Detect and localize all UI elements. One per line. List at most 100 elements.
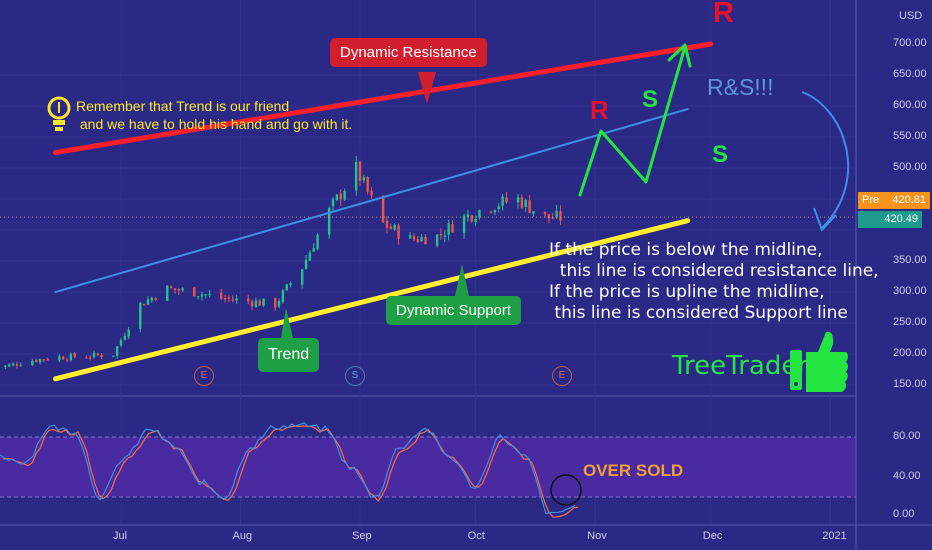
trend-callout: Trend — [258, 338, 320, 372]
candle-body — [354, 161, 358, 191]
trend-label: Trend — [268, 346, 310, 363]
candle-body — [258, 300, 261, 306]
candle-body — [88, 357, 92, 359]
candle-body — [196, 296, 200, 298]
thumb-cuff — [790, 350, 802, 390]
price-tick-label: 550.00 — [893, 130, 927, 142]
candle-body — [358, 161, 362, 181]
price-tick-label: 200.00 — [893, 347, 927, 359]
lightbulb-glass — [47, 96, 71, 120]
support-s-label: S — [712, 141, 729, 168]
projection-arrow — [578, 48, 686, 197]
candle-body — [250, 301, 254, 307]
candle-body — [100, 355, 103, 358]
candle-body — [58, 356, 61, 361]
earnings-event-1[interactable]: E — [194, 366, 214, 386]
candle-body — [478, 210, 481, 218]
candle-body — [331, 199, 335, 207]
candle-body — [312, 248, 315, 252]
brand-name: TreeTrader — [672, 351, 809, 381]
candle-body — [123, 335, 127, 340]
time-tick-label: Aug — [232, 530, 253, 542]
candle-body — [112, 355, 115, 357]
candle-body — [381, 195, 385, 223]
dynamic-resistance-callout: Dynamic Resistance — [330, 38, 487, 67]
earnings-event-2-label: E — [558, 370, 566, 381]
price-tick-label: 700.00 — [893, 37, 927, 49]
thumb-cuff-dot — [794, 382, 798, 386]
candle-body — [493, 210, 497, 213]
pre-price-tag: Pre 420.81 — [858, 192, 930, 209]
price-tick-label: 150.00 — [893, 378, 927, 390]
rs-arrowhead — [813, 207, 837, 232]
candle-body — [366, 176, 369, 192]
candle-body — [4, 365, 7, 367]
candle-body — [416, 239, 420, 242]
midline-trendline — [54, 108, 689, 293]
candle-body — [520, 197, 524, 208]
candle-body — [397, 225, 400, 239]
candle-body — [362, 177, 366, 181]
candle-body — [31, 360, 34, 366]
candle-body — [466, 214, 470, 218]
dynamic-resistance-label: Dynamic Resistance — [340, 44, 477, 61]
candle-body — [127, 329, 130, 337]
candle-body — [227, 297, 231, 299]
candle-body — [92, 352, 96, 358]
price-tick-label: 600.00 — [893, 99, 927, 111]
midline-note: If the price is below the midline, this … — [549, 240, 879, 323]
candle-body — [435, 234, 439, 246]
candle-body — [65, 359, 69, 361]
candle-body — [15, 364, 19, 366]
candle-body — [247, 298, 250, 302]
candle-body — [389, 226, 393, 229]
candle-body — [254, 300, 258, 308]
candle-body — [528, 200, 531, 213]
candle-body — [200, 294, 204, 297]
candle-body — [543, 211, 547, 215]
candle-body — [439, 233, 443, 235]
candle-body — [489, 211, 493, 213]
candle-body — [370, 190, 373, 196]
candle-body — [327, 207, 331, 235]
candle-body — [69, 353, 73, 361]
trend-callout-pointer — [281, 308, 293, 338]
split-event-label: S — [351, 370, 359, 381]
dynamic-resistance-line — [52, 41, 714, 155]
candle-body — [85, 357, 88, 359]
lightbulb-cap — [55, 127, 63, 131]
price-tick-label: 500.00 — [893, 161, 927, 173]
candle-body — [273, 298, 277, 308]
candle-body — [424, 236, 427, 245]
candle-body — [73, 353, 76, 358]
candle-body — [235, 298, 238, 301]
candle-body — [470, 215, 473, 222]
split-event[interactable]: S — [345, 366, 365, 386]
projection-arrowhead — [667, 43, 692, 68]
zigzag-s-label: S — [642, 86, 659, 113]
candle-body — [204, 294, 208, 296]
candle-body — [339, 193, 342, 200]
time-tick-label: Nov — [587, 530, 607, 542]
earnings-event-2[interactable]: E — [552, 366, 572, 386]
candle-body — [524, 200, 527, 207]
candle-body — [42, 359, 46, 361]
last-price: 420.49 — [884, 213, 918, 225]
thumb-hand — [806, 331, 848, 392]
oversold-overbought-band — [0, 437, 856, 497]
candle-body — [501, 196, 504, 206]
time-tick-label: Oct — [467, 530, 485, 542]
candle-body — [19, 365, 22, 367]
trend-reminder-text: Remember that Trend is our friend and we… — [76, 98, 353, 132]
dynamic-support-line — [52, 218, 691, 382]
oscillator-d-line — [2, 425, 579, 518]
pre-price: 420.81 — [892, 194, 926, 206]
candle-body — [169, 286, 173, 289]
candle-body — [115, 346, 119, 356]
time-tick-label: Sep — [352, 530, 372, 542]
last-price-tag: 420.49 — [858, 211, 922, 228]
candle-body — [208, 293, 211, 295]
candle-body — [177, 289, 181, 291]
candle-body — [516, 197, 520, 203]
candle-body — [385, 220, 389, 228]
